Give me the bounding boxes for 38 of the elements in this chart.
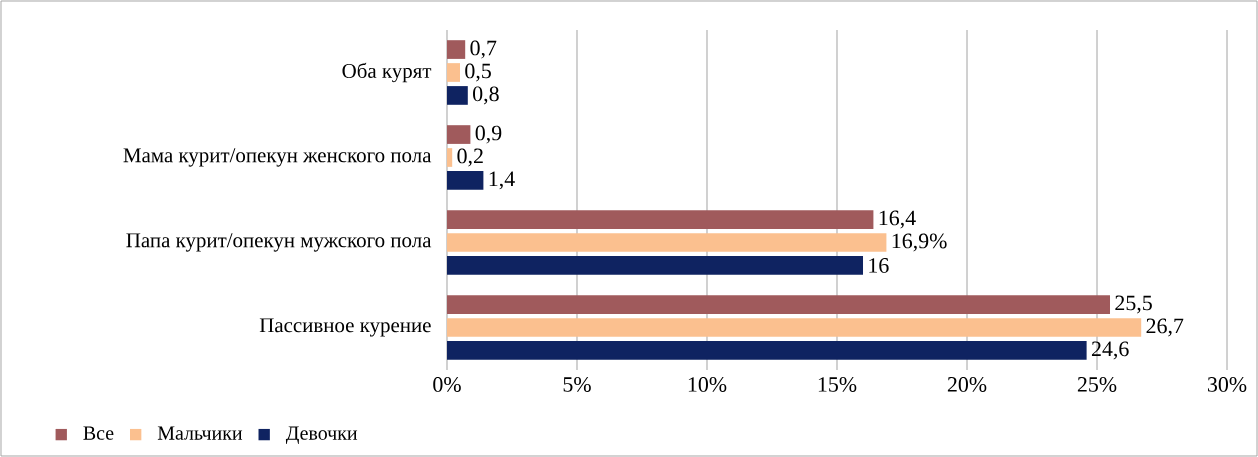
bar [447,171,484,190]
bar [447,318,1142,337]
bar [447,210,874,229]
data-label: 0,8 [473,86,499,105]
bar [447,63,460,82]
data-label: 0,7 [470,40,497,59]
data-label: 0,2 [457,148,483,167]
x-tick-label: 20% [947,377,987,392]
y-tick-label: Оба курят [342,62,432,83]
data-label: 0,5 [465,63,491,82]
x-tick-label: 0% [433,377,461,392]
bar [447,295,1111,314]
bar [447,148,453,167]
legend-label: Все [83,426,114,440]
data-label: 16 [869,258,889,273]
y-tick-label: Пассивное курение [259,318,431,337]
bar [447,256,864,275]
data-label: 1,4 [489,171,515,190]
data-label: 16,4 [879,210,916,229]
legend-label: Мальчики [157,426,243,440]
x-tick-label: 5% [563,377,591,392]
bar [447,86,468,105]
x-tick-label: 10% [688,377,727,392]
x-tick-label: 15% [818,377,857,392]
x-tick-label: 30% [1207,377,1247,392]
data-label: 0,9 [475,125,502,144]
data-label: 25,5 [1115,295,1152,314]
data-label: 16,9% [892,233,947,252]
data-label: 24,6 [1091,341,1129,360]
bar [447,40,466,59]
y-tick-label: Папа курит/опекун мужского пола [126,233,432,252]
bar [447,125,471,144]
data-label: 26,7 [1146,318,1184,337]
bar [447,341,1087,360]
x-tick-label: 25% [1077,377,1117,392]
legend-label: Девочки [285,426,358,444]
y-tick-label: Мама курит/опекун женского пола [123,148,432,167]
bar [447,233,887,252]
